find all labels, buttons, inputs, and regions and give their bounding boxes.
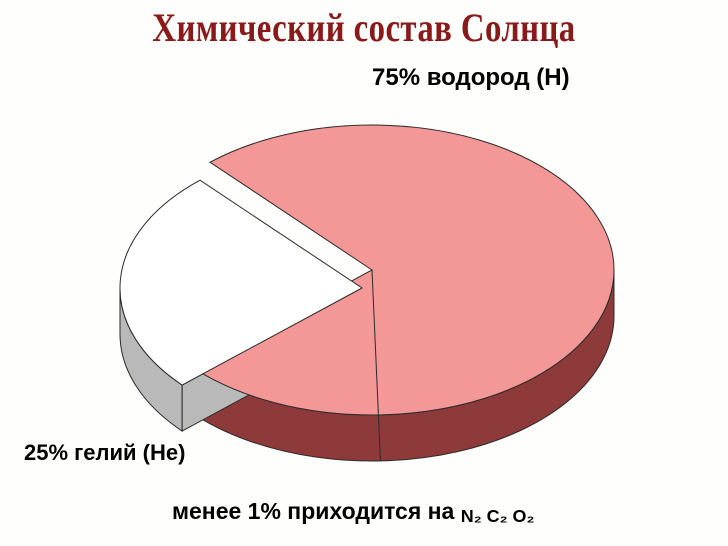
slice-label-helium: 25% гелий (He) <box>24 440 185 466</box>
slice-label-hydrogen: 75% водород (H) <box>372 64 570 92</box>
caption-prefix: менее 1% приходится на <box>172 498 461 524</box>
chart-caption: менее 1% приходится на N₂ C₂ O₂ <box>172 498 534 527</box>
chart-stage: Химический состав Солнца 75% водород (H)… <box>0 0 728 546</box>
caption-molecules: N₂ C₂ O₂ <box>461 506 535 526</box>
